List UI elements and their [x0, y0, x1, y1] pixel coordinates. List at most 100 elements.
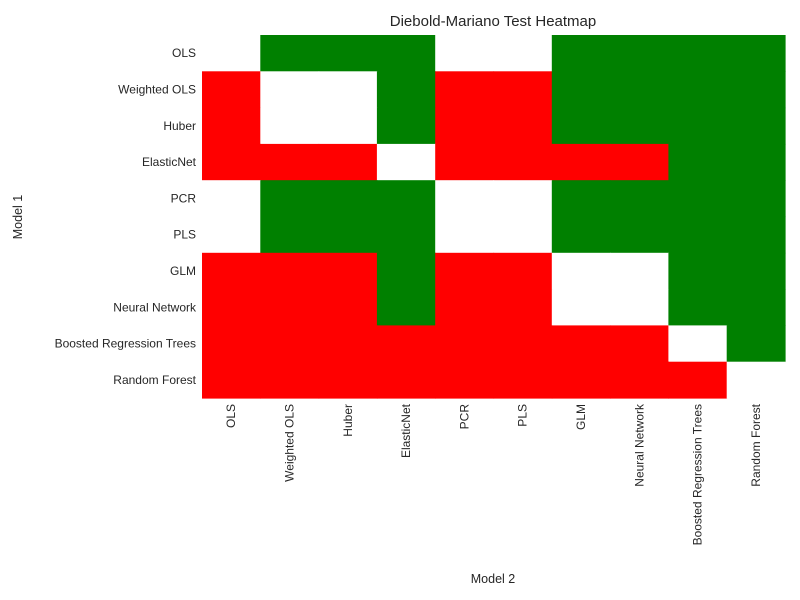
heatmap-cell-neural-network-vs-random-forest [726, 289, 786, 326]
x-tick-label-neural-network: Neural Network [632, 403, 646, 487]
heatmap-cell-elasticnet-vs-pcr [435, 143, 495, 181]
x-tick-label-huber: Huber [341, 404, 355, 437]
heatmap-cell-glm-vs-pls [493, 252, 553, 290]
heatmap-cell-ols-vs-elasticnet [376, 35, 436, 72]
y-tick-label-ols: OLS [172, 46, 196, 60]
heatmap-cell-elasticnet-vs-glm [551, 143, 611, 181]
heatmap-cell-pls-vs-random-forest [726, 216, 786, 254]
heatmap-cell-boosted-regression-trees-vs-glm [551, 325, 611, 363]
x-tick-labels: OLS Weighted OLS Huber ElasticNet PCR PLS GLM N… [224, 403, 763, 545]
heatmap-cell-huber-vs-huber [318, 107, 378, 145]
heatmap-cell-pcr-vs-weighted-ols [260, 180, 320, 218]
heatmap-cell-weighted-ols-vs-random-forest [726, 71, 786, 109]
heatmap-cell-glm-vs-glm [551, 252, 611, 290]
heatmap-cell-pcr-vs-pcr [435, 180, 495, 218]
heatmap-cell-random-forest-vs-elasticnet [376, 361, 436, 399]
heatmap-cells [202, 35, 786, 399]
heatmap-cell-neural-network-vs-pcr [435, 289, 495, 326]
heatmap-cell-huber-vs-pcr [435, 107, 495, 145]
heatmap-cell-glm-vs-huber [318, 252, 378, 290]
heatmap-cell-random-forest-vs-weighted-ols [260, 361, 320, 399]
heatmap-cell-pls-vs-huber [318, 216, 378, 254]
heatmap-cell-huber-vs-elasticnet [376, 107, 436, 145]
heatmap-cell-pcr-vs-elasticnet [376, 180, 436, 218]
heatmap-cell-pcr-vs-neural-network [610, 180, 669, 218]
heatmap-cell-ols-vs-huber [318, 35, 378, 72]
heatmap-cell-boosted-regression-trees-vs-huber [318, 325, 378, 363]
heatmap-cell-weighted-ols-vs-elasticnet [376, 71, 436, 109]
heatmap-cell-pls-vs-weighted-ols [260, 216, 320, 254]
heatmap-cell-huber-vs-random-forest [726, 107, 786, 145]
heatmap-cell-random-forest-vs-neural-network [610, 361, 669, 399]
heatmap-cell-neural-network-vs-glm [551, 289, 611, 326]
heatmap-cell-weighted-ols-vs-glm [551, 71, 611, 109]
heatmap-cell-elasticnet-vs-random-forest [726, 143, 786, 181]
x-tick-label-boosted-regression-trees: Boosted Regression Trees [691, 404, 705, 545]
heatmap-cell-random-forest-vs-glm [551, 361, 611, 399]
heatmap-cell-elasticnet-vs-pls [493, 143, 553, 181]
heatmap-cell-elasticnet-vs-elasticnet [376, 143, 436, 181]
heatmap-cell-elasticnet-vs-weighted-ols [260, 143, 320, 181]
heatmap-cell-huber-vs-weighted-ols [260, 107, 320, 145]
heatmap-cell-glm-vs-neural-network [610, 252, 669, 290]
heatmap-cell-huber-vs-ols [202, 107, 261, 145]
heatmap-cell-boosted-regression-trees-vs-boosted-regression-trees [668, 325, 728, 363]
heatmap-cell-weighted-ols-vs-huber [318, 71, 378, 109]
heatmap-cell-elasticnet-vs-boosted-regression-trees [668, 143, 728, 181]
y-tick-label-huber: Huber [163, 119, 196, 133]
heatmap-cell-glm-vs-ols [202, 252, 261, 290]
heatmap-cell-pls-vs-pls [493, 216, 553, 254]
y-tick-label-neural-network: Neural Network [113, 300, 197, 314]
heatmap-cell-random-forest-vs-ols [202, 361, 261, 399]
heatmap-cell-ols-vs-glm [551, 35, 611, 72]
heatmap-cell-neural-network-vs-pls [493, 289, 553, 326]
heatmap-cell-pcr-vs-glm [551, 180, 611, 218]
heatmap-cell-pcr-vs-ols [202, 180, 261, 218]
x-tick-label-pcr: PCR [457, 404, 471, 430]
heatmap-cell-weighted-ols-vs-boosted-regression-trees [668, 71, 728, 109]
heatmap-cell-boosted-regression-trees-vs-random-forest [726, 325, 786, 363]
y-axis-label: Model 1 [11, 195, 25, 240]
heatmap-cell-ols-vs-ols [202, 35, 261, 72]
heatmap-cell-random-forest-vs-random-forest [726, 361, 786, 399]
heatmap-cell-ols-vs-random-forest [726, 35, 786, 72]
heatmap-cell-random-forest-vs-huber [318, 361, 378, 399]
heatmap-cell-neural-network-vs-elasticnet [376, 289, 436, 326]
heatmap-cell-elasticnet-vs-ols [202, 143, 261, 181]
y-tick-label-boosted-regression-trees: Boosted Regression Trees [55, 337, 196, 351]
heatmap-cell-neural-network-vs-neural-network [610, 289, 669, 326]
heatmap-cell-pcr-vs-pls [493, 180, 553, 218]
heatmap-cell-pls-vs-ols [202, 216, 261, 254]
y-tick-labels: OLS Weighted OLS Huber ElasticNet PCR PLS GLM N… [55, 46, 197, 387]
heatmap-cell-boosted-regression-trees-vs-neural-network [610, 325, 669, 363]
heatmap-cell-ols-vs-pcr [435, 35, 495, 72]
y-tick-label-weighted-ols: Weighted OLS [118, 82, 196, 96]
heatmap-cell-weighted-ols-vs-neural-network [610, 71, 669, 109]
heatmap-cell-glm-vs-boosted-regression-trees [668, 252, 728, 290]
heatmap-cell-glm-vs-elasticnet [376, 252, 436, 290]
heatmap-cell-neural-network-vs-huber [318, 289, 378, 326]
heatmap-cell-weighted-ols-vs-weighted-ols [260, 71, 320, 109]
heatmap-cell-neural-network-vs-boosted-regression-trees [668, 289, 728, 326]
heatmap-cell-weighted-ols-vs-ols [202, 71, 261, 109]
x-tick-label-glm: GLM [574, 404, 588, 430]
y-tick-label-random-forest: Random Forest [113, 373, 196, 387]
heatmap-cell-boosted-regression-trees-vs-ols [202, 325, 261, 363]
heatmap-cell-pls-vs-neural-network [610, 216, 669, 254]
heatmap-cell-pls-vs-boosted-regression-trees [668, 216, 728, 254]
heatmap-cell-glm-vs-random-forest [726, 252, 786, 290]
heatmap-cell-random-forest-vs-boosted-regression-trees [668, 361, 728, 399]
y-tick-label-pls: PLS [173, 228, 196, 242]
heatmap-cell-boosted-regression-trees-vs-pls [493, 325, 553, 363]
heatmap-cell-weighted-ols-vs-pcr [435, 71, 495, 109]
chart-title: Diebold-Mariano Test Heatmap [390, 13, 597, 30]
heatmap-cell-neural-network-vs-ols [202, 289, 261, 326]
heatmap-cell-huber-vs-neural-network [610, 107, 669, 145]
heatmap-cell-pls-vs-elasticnet [376, 216, 436, 254]
heatmap-cell-elasticnet-vs-neural-network [610, 143, 669, 181]
heatmap-cell-pcr-vs-huber [318, 180, 378, 218]
heatmap-cell-pcr-vs-random-forest [726, 180, 786, 218]
x-tick-label-random-forest: Random Forest [749, 403, 763, 486]
heatmap-cell-boosted-regression-trees-vs-weighted-ols [260, 325, 320, 363]
